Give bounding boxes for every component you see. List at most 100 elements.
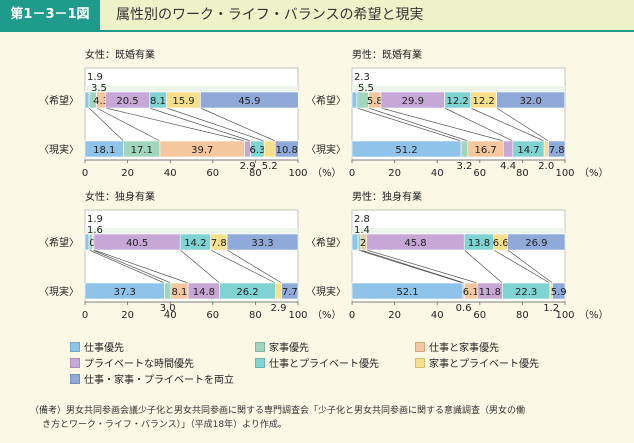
bar-segment xyxy=(507,233,566,251)
x-unit-label: （%） xyxy=(312,309,342,321)
legend-swatch-all-three xyxy=(70,374,80,384)
bar-segment xyxy=(281,282,299,300)
category-label: 〈現実〉 xyxy=(39,285,79,298)
data-label: 14.7 xyxy=(517,145,539,156)
data-label: 5.9 xyxy=(551,287,567,298)
bar-segment xyxy=(274,140,299,158)
data-label: 51.2 xyxy=(395,145,417,156)
data-label: 45.9 xyxy=(238,96,260,107)
data-label: 10.8 xyxy=(276,145,298,156)
x-tick-label: 100 xyxy=(288,168,307,179)
data-label: 4.3 xyxy=(93,96,109,107)
panel-title: 男性：既婚有業 xyxy=(352,48,422,61)
legend-item-family: 家事優先 xyxy=(255,342,309,356)
legend-item-family-private: 家事とプライベート優先 xyxy=(415,358,539,372)
bar-segment xyxy=(503,140,514,158)
connector-line xyxy=(179,249,220,284)
connector-line xyxy=(96,107,161,142)
connector-line xyxy=(470,107,545,142)
bar-segment xyxy=(552,282,566,300)
legend-item-work: 仕事優先 xyxy=(70,342,124,356)
data-label: 37.3 xyxy=(114,287,136,298)
connector-line xyxy=(105,107,245,142)
x-tick-label: 0 xyxy=(82,168,88,179)
data-label: 26.2 xyxy=(236,287,258,298)
connector-line xyxy=(360,249,465,284)
connector-line xyxy=(200,107,276,142)
connector-line xyxy=(226,249,282,284)
x-tick-label: 100 xyxy=(555,168,574,179)
x-tick-label: 20 xyxy=(121,310,134,321)
connector-line xyxy=(356,107,462,142)
category-label: 〈現実〉 xyxy=(306,285,346,298)
bar-segment xyxy=(543,140,549,158)
data-label: 16.7 xyxy=(475,145,497,156)
connector-line xyxy=(464,249,503,284)
x-tick-label: 0 xyxy=(349,168,355,179)
x-tick-label: 40 xyxy=(164,168,177,179)
category-label: 〈希望〉 xyxy=(306,94,346,107)
x-tick-label: 40 xyxy=(164,310,177,321)
bar-segment xyxy=(275,282,282,300)
source-note-line-1: （備考）男女共同参画会議少子化と男女共同参画に関する専門調査会「少子化と男女共同… xyxy=(30,406,526,416)
data-label: 1.6 xyxy=(87,225,103,236)
data-label: 2.8 xyxy=(354,214,370,225)
x-tick-label: 100 xyxy=(288,310,307,321)
legend-item-private: プライベートな時間優先 xyxy=(70,358,194,372)
connector-line xyxy=(493,249,551,284)
source-note-line-2: き方とワーク・ライフ・バランス）」（平成18年）より作成。 xyxy=(42,420,287,430)
x-unit-label: （%） xyxy=(579,309,609,321)
bar-segment xyxy=(226,233,299,251)
data-label: 2.3 xyxy=(354,72,370,83)
legend-item-work-family: 仕事と家事優先 xyxy=(415,342,499,356)
bar-segment xyxy=(263,140,276,158)
data-label: 2.9 xyxy=(271,303,287,314)
data-label: 1.2 xyxy=(543,303,559,314)
data-label: 1.9 xyxy=(87,214,103,225)
x-tick-label: 0 xyxy=(349,310,355,321)
connector-line xyxy=(88,107,124,142)
data-label: 45.8 xyxy=(404,238,426,249)
category-label: 〈現実〉 xyxy=(39,143,79,156)
data-label: 6.3 xyxy=(249,145,265,156)
x-tick-label: 60 xyxy=(473,168,486,179)
data-label: 12.2 xyxy=(473,96,495,107)
x-tick-label: 20 xyxy=(121,168,134,179)
data-label: 3.5 xyxy=(91,83,107,94)
data-label: 26.9 xyxy=(525,238,547,249)
bar-segment xyxy=(164,282,172,300)
data-label: 1.9 xyxy=(87,72,103,83)
bar-segment xyxy=(84,91,90,109)
connector-line xyxy=(444,107,513,142)
data-label: 29.9 xyxy=(402,96,424,107)
x-tick-label: 100 xyxy=(555,310,574,321)
title-rule xyxy=(0,30,634,32)
x-tick-label: 0 xyxy=(82,310,88,321)
data-label: 18.1 xyxy=(93,145,115,156)
data-label: 20.5 xyxy=(116,96,138,107)
data-label: 5.8 xyxy=(367,96,383,107)
connector-line xyxy=(496,107,549,142)
data-label: 1.4 xyxy=(354,225,370,236)
bar-segment xyxy=(351,233,359,251)
legend: 仕事優先 家事優先 仕事と家事優先 プライベートな時間優先 仕事とプライベート優… xyxy=(70,342,570,396)
x-tick-label: 60 xyxy=(206,168,219,179)
connector-line xyxy=(92,249,171,284)
connector-line xyxy=(210,249,276,284)
panel-title: 女性：独身有業 xyxy=(85,190,155,203)
x-tick-label: 40 xyxy=(431,310,444,321)
data-label: 14.8 xyxy=(193,287,215,298)
panel-title: 男性：独身有業 xyxy=(352,190,422,203)
data-label: 32.0 xyxy=(520,96,542,107)
title-bar xyxy=(0,0,634,30)
bar-segment xyxy=(460,140,469,158)
x-tick-label: 80 xyxy=(249,168,262,179)
category-label: 〈希望〉 xyxy=(39,94,79,107)
figure-title: 属性別のワーク・ライフ・バランスの希望と現実 xyxy=(116,7,424,23)
connector-line xyxy=(357,249,464,284)
figure-label: 第1－3－1図 xyxy=(0,0,100,30)
legend-swatch-work xyxy=(70,342,80,352)
data-label: 5.5 xyxy=(358,83,374,94)
bar-segment xyxy=(548,140,566,158)
